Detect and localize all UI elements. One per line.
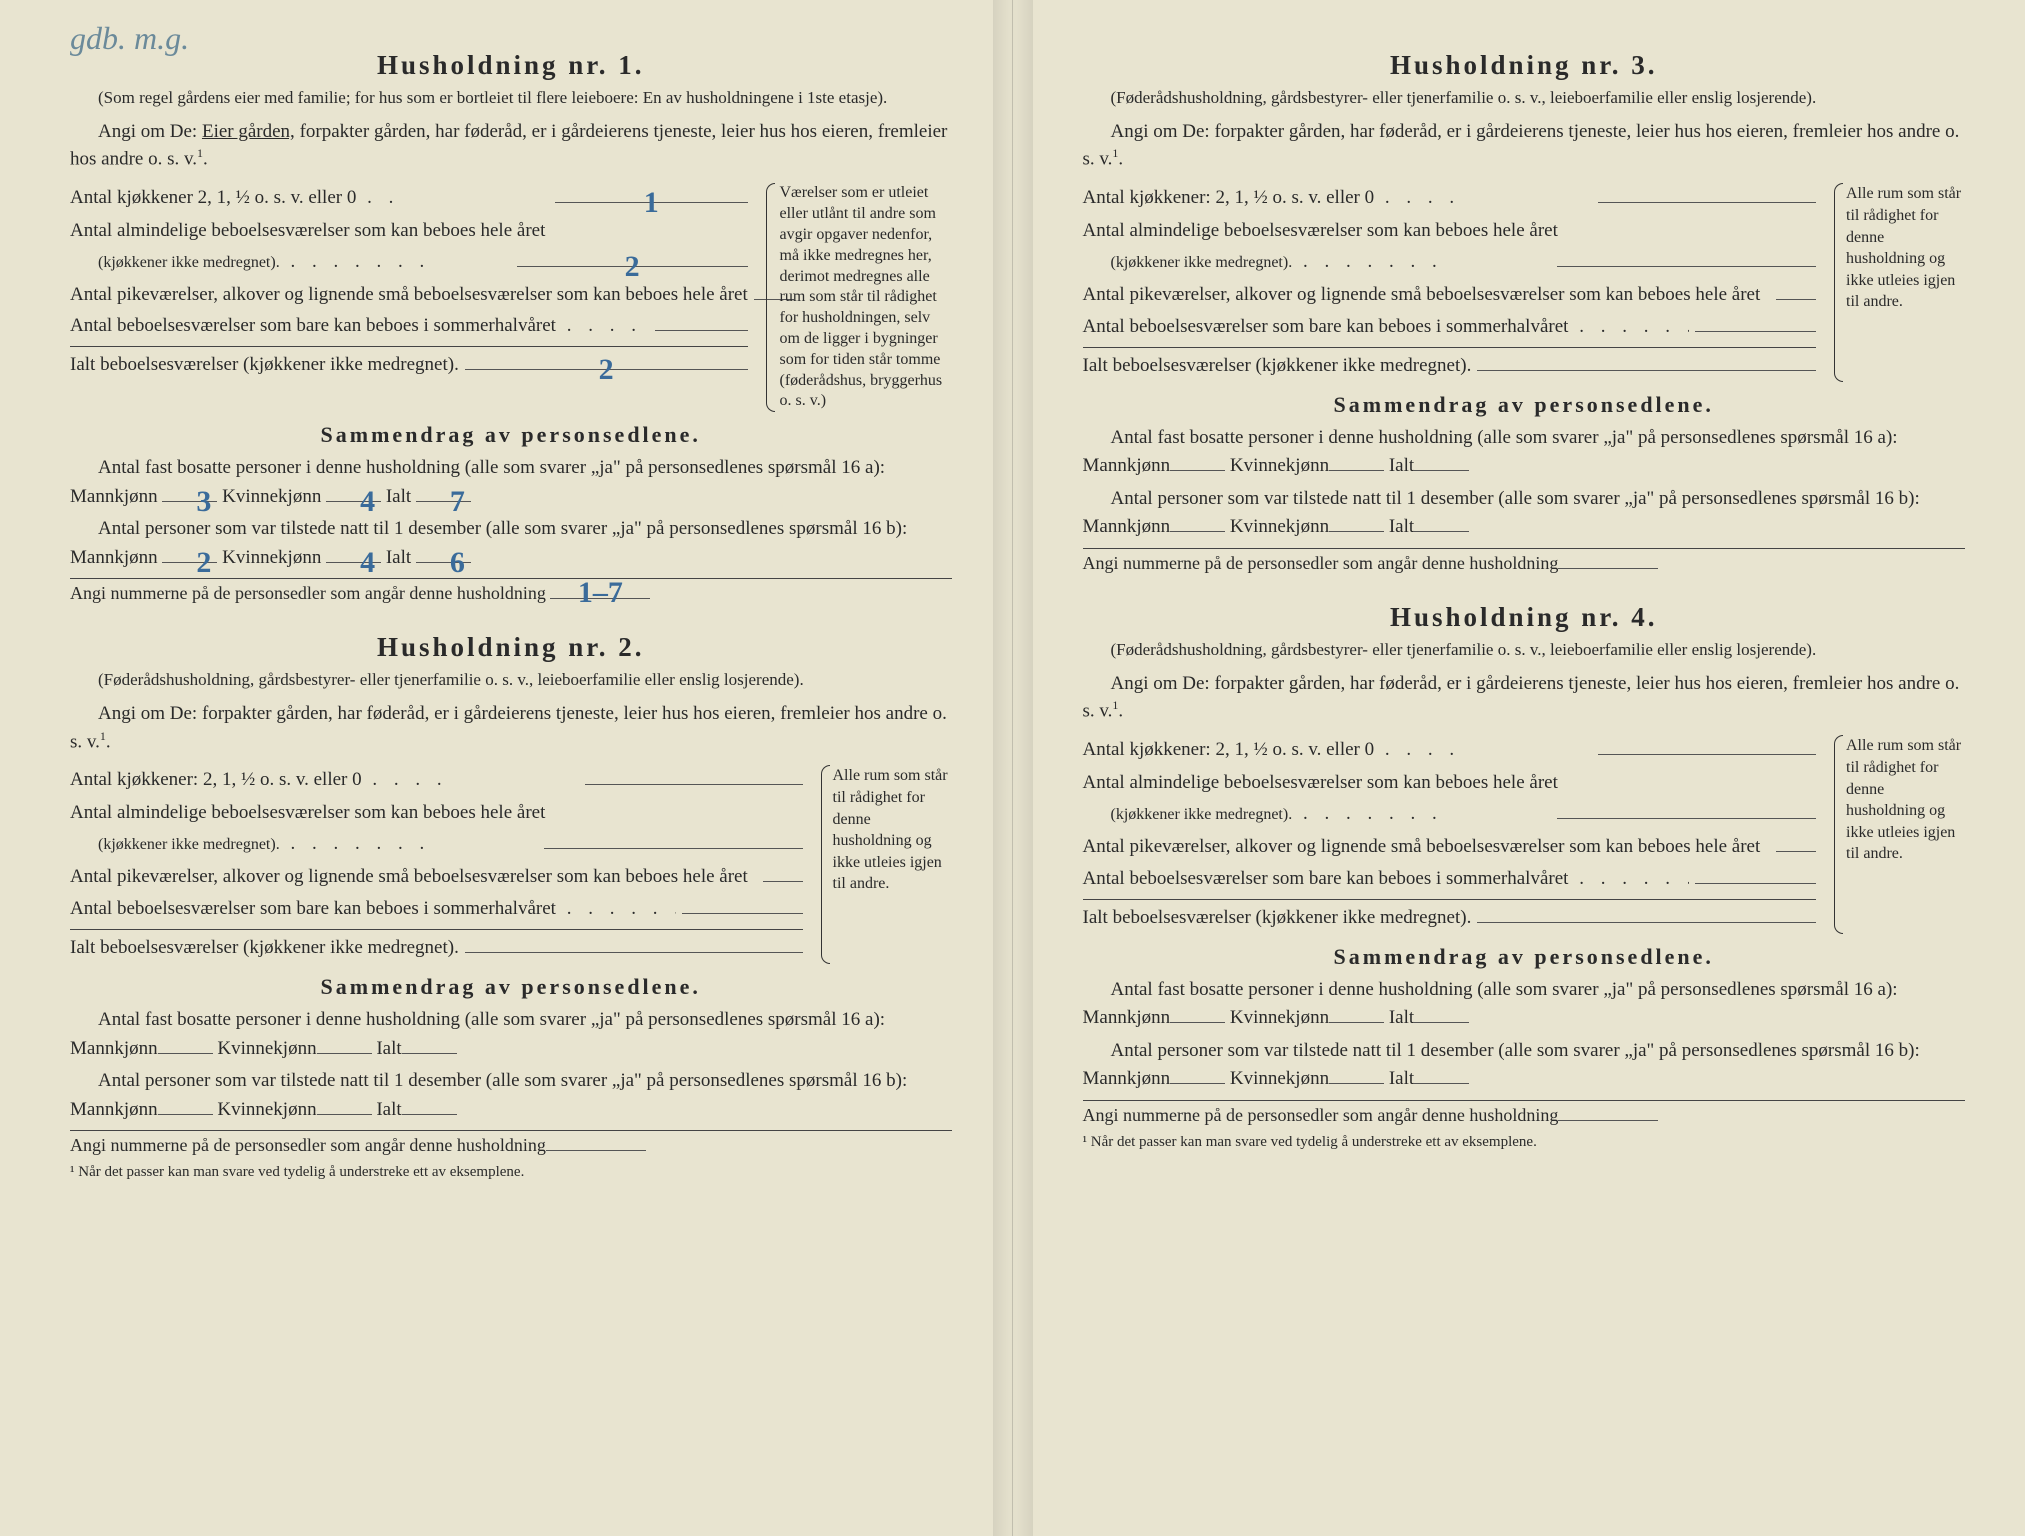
sd-16b: Antal personer som var tilstede natt til… <box>70 515 952 572</box>
household-subtitle: (Føderådshusholdning, gårdsbestyrer- ell… <box>1083 639 1966 662</box>
q-pike: Antal pikeværelser, alkover og lignende … <box>70 862 748 891</box>
household-subtitle: (Som regel gårdens eier med familie; for… <box>70 87 952 110</box>
val-16a-i: 7 <box>416 501 471 502</box>
q-rooms: Antal almindelige beboelsesværelser som … <box>1083 768 1558 797</box>
q-rooms: Antal almindelige beboelsesværelser som … <box>70 798 545 827</box>
q-total: Ialt beboelsesværelser (kjøkkener ikke m… <box>70 933 459 962</box>
footnote: ¹ Når det passer kan man svare ved tydel… <box>1083 1134 1966 1151</box>
angi-nummerne: Angi nummerne på de personsedler som ang… <box>1083 1100 1966 1126</box>
footnote: ¹ Når det passer kan man svare ved tydel… <box>70 1164 952 1181</box>
household-3: Husholdning nr. 3. (Føderådshusholdning,… <box>1083 50 1966 574</box>
household-subtitle: (Føderådshusholdning, gårdsbestyrer- ell… <box>1083 87 1966 110</box>
angi-line: Angi om De: forpakter gården, har føderå… <box>70 700 952 755</box>
side-note-3: Alle rum som står til rådighet for denne… <box>1830 183 1965 382</box>
sammendrag-title: Sammendrag av personsedlene. <box>1083 944 1966 970</box>
q-summer: Antal beboelsesværelser som bare kan beb… <box>1083 864 1569 893</box>
sd-16b: Antal personer som var tilstede natt til… <box>70 1067 952 1124</box>
sammendrag-title: Sammendrag av personsedlene. <box>1083 392 1966 418</box>
angi-nummerne: Angi nummerne på de personsedler som ang… <box>70 1130 952 1156</box>
sd-16a: Antal fast bosatte personer i denne hush… <box>70 454 952 511</box>
sd-16a: Antal fast bosatte personer i denne hush… <box>70 1006 952 1063</box>
sammendrag-title: Sammendrag av personsedlene. <box>70 974 952 1000</box>
q-rooms: Antal almindelige beboelsesværelser som … <box>1083 216 1558 245</box>
val-16b-m: 2 <box>162 562 217 563</box>
q-rooms: Antal almindelige beboelsesværelser som … <box>70 216 545 245</box>
right-page: Husholdning nr. 3. (Føderådshusholdning,… <box>1013 0 2025 1536</box>
household-title: Husholdning nr. 2. <box>70 632 952 663</box>
q-total: Ialt beboelsesværelser (kjøkkener ikke m… <box>70 350 459 379</box>
sd-16b: Antal personer som var tilstede natt til… <box>1083 1037 1966 1094</box>
household-title: Husholdning nr. 3. <box>1083 50 1966 81</box>
sd-16a: Antal fast bosatte personer i denne hush… <box>1083 424 1966 481</box>
val-16b-i: 6 <box>416 562 471 563</box>
side-note-2: Alle rum som står til rådighet for denne… <box>817 765 952 964</box>
q-summer: Antal beboelsesværelser som bare kan beb… <box>1083 312 1569 341</box>
val-16a-m: 3 <box>162 501 217 502</box>
q-pike: Antal pikeværelser, alkover og lignende … <box>70 280 748 309</box>
angi-line: Angi om De: forpakter gården, har føderå… <box>1083 670 1966 725</box>
total-value: 2 <box>465 369 748 370</box>
household-title: Husholdning nr. 4. <box>1083 602 1966 633</box>
angi-line: Angi om De: Eier gården, forpakter gårde… <box>70 118 952 173</box>
household-title: Husholdning nr. 1. <box>70 50 952 81</box>
kitchen-value: 1 <box>555 202 748 203</box>
handwritten-annotation: gdb. m.g. <box>70 20 189 57</box>
side-note-1: Værelser som er utleiet eller utlånt til… <box>762 183 952 412</box>
angi-num-val: 1–7 <box>550 598 650 599</box>
q-summer: Antal beboelsesværelser som bare kan beb… <box>70 894 556 923</box>
q-pike: Antal pikeværelser, alkover og lignende … <box>1083 280 1761 309</box>
side-note-4: Alle rum som står til rådighet for denne… <box>1830 735 1965 934</box>
q-kitchen: Antal kjøkkener 2, 1, ½ o. s. v. eller 0 <box>70 183 356 212</box>
angi-underlined: Eier gården, <box>202 121 295 142</box>
angi-nummerne: Angi nummerne på de personsedler som ang… <box>1083 548 1966 574</box>
q-kitchen: Antal kjøkkener: 2, 1, ½ o. s. v. eller … <box>70 765 362 794</box>
household-4: Husholdning nr. 4. (Føderådshusholdning,… <box>1083 602 1966 1151</box>
rooms-value: 2 <box>517 266 748 267</box>
household-2: Husholdning nr. 2. (Føderådshusholdning,… <box>70 632 952 1181</box>
q-total: Ialt beboelsesværelser (kjøkkener ikke m… <box>1083 351 1472 380</box>
household-subtitle: (Føderådshusholdning, gårdsbestyrer- ell… <box>70 669 952 692</box>
left-page: gdb. m.g. Husholdning nr. 1. (Som regel … <box>0 0 1013 1536</box>
sd-16a: Antal fast bosatte personer i denne hush… <box>1083 976 1966 1033</box>
q-total: Ialt beboelsesværelser (kjøkkener ikke m… <box>1083 903 1472 932</box>
q-kitchen: Antal kjøkkener: 2, 1, ½ o. s. v. eller … <box>1083 183 1375 212</box>
q-kitchen: Antal kjøkkener: 2, 1, ½ o. s. v. eller … <box>1083 735 1375 764</box>
val-16a-k: 4 <box>326 501 381 502</box>
household-1: Husholdning nr. 1. (Som regel gårdens ei… <box>70 50 952 604</box>
angi-line: Angi om De: forpakter gården, har føderå… <box>1083 118 1966 173</box>
val-16b-k: 4 <box>326 562 381 563</box>
sammendrag-title: Sammendrag av personsedlene. <box>70 422 952 448</box>
q-summer: Antal beboelsesværelser som bare kan beb… <box>70 311 556 340</box>
sd-16b: Antal personer som var tilstede natt til… <box>1083 485 1966 542</box>
q-pike: Antal pikeværelser, alkover og lignende … <box>1083 832 1761 861</box>
